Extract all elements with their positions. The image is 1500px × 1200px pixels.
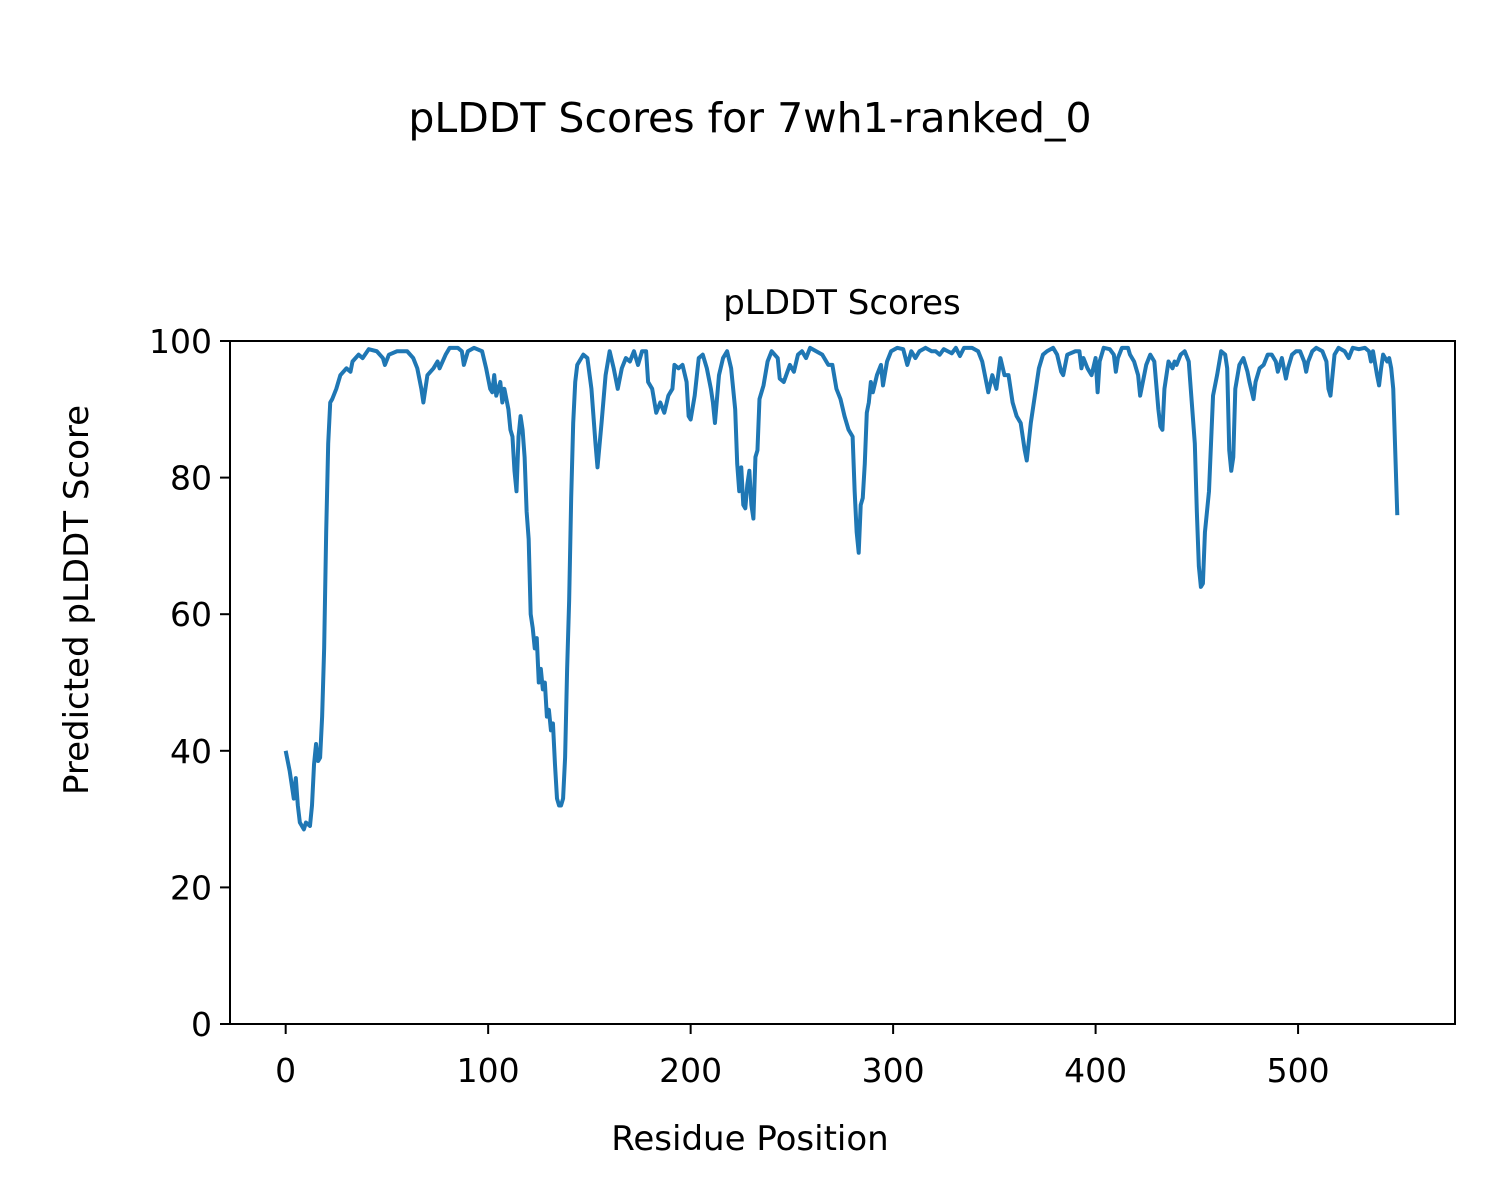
axes-title: pLDDT Scores: [723, 283, 960, 323]
y-tick-label: 0: [191, 1005, 212, 1044]
x-tick-label: 100: [457, 1051, 520, 1090]
x-tick-label: 500: [1267, 1051, 1330, 1090]
figure-title: pLDDT Scores for 7wh1-ranked_0: [408, 94, 1091, 142]
plot-frame: [229, 340, 1456, 1025]
x-tick-label: 400: [1064, 1051, 1127, 1090]
y-axis-label: Predicted pLDDT Score: [57, 405, 97, 795]
x-tick-label: 0: [275, 1051, 296, 1090]
x-axis-label: Residue Position: [611, 1119, 888, 1159]
data-line: [283, 345, 1400, 832]
x-tick-label: 300: [862, 1051, 925, 1090]
y-tick-label: 80: [170, 459, 212, 498]
x-tick-label: 200: [659, 1051, 722, 1090]
y-tick-label: 20: [170, 868, 212, 907]
y-tick-label: 40: [170, 732, 212, 771]
y-tick-label: 100: [149, 322, 212, 361]
y-tick-label: 60: [170, 595, 212, 634]
